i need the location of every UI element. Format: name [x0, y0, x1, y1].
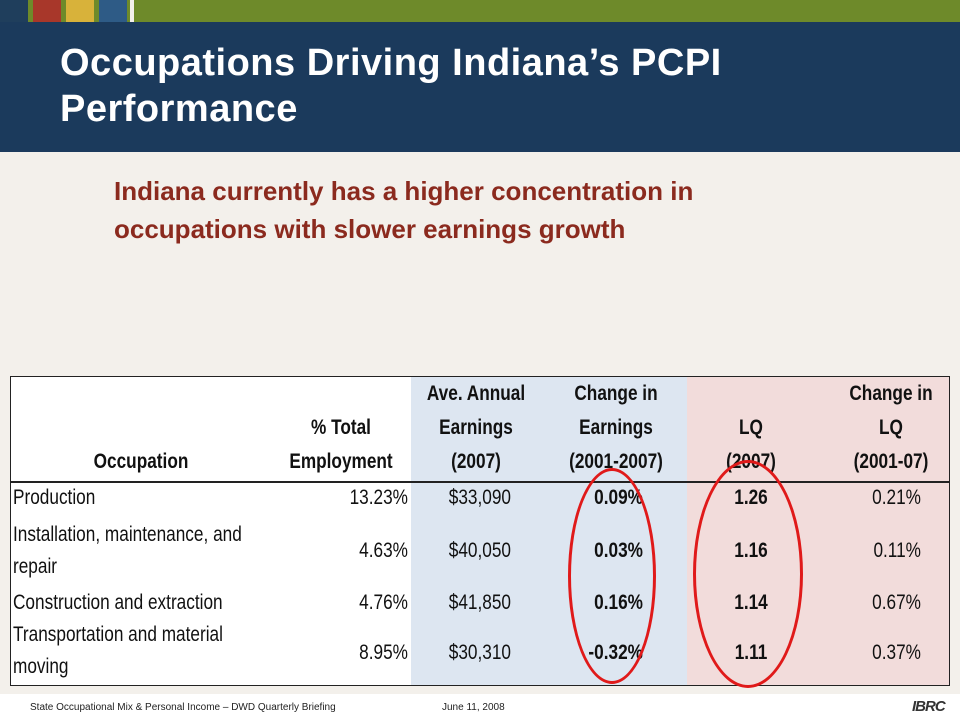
table-row-occupation: Construction and extraction	[13, 591, 223, 614]
decor-square-gold	[66, 0, 94, 22]
header-lq-line2: (2007)	[726, 450, 776, 473]
header-divider	[11, 481, 949, 483]
header-occupation: Occupation	[67, 445, 215, 479]
header-chg-earn-line3: (2001-2007)	[569, 450, 663, 473]
header-pct-line1: % Total	[311, 416, 371, 439]
occupation-line2: moving	[13, 655, 69, 678]
table-row-chg-lq: 0.67%	[872, 591, 921, 614]
header-chg-lq-line3: (2001-07)	[853, 450, 929, 473]
strip-divider	[130, 0, 134, 22]
table-row-chg-lq: 0.11%	[873, 539, 921, 562]
table-row-lq: 1.26	[734, 486, 768, 509]
header-change-lq: Change in LQ (2001-07)	[830, 377, 953, 479]
occupation-table: Occupation % Total Employment Ave. Annua…	[10, 376, 950, 686]
decor-square-red	[33, 0, 61, 22]
table-row-occupation: Production	[13, 486, 96, 509]
slide-subtitle: Indiana currently has a higher concentra…	[114, 172, 894, 248]
header-earnings-line2: Earnings	[439, 416, 513, 439]
table-row-earnings: $30,310	[448, 641, 511, 664]
decor-square-navy	[0, 0, 28, 22]
occupation-line1: Installation, maintenance, and	[13, 523, 242, 546]
occupation-line2: repair	[13, 555, 58, 578]
table-row-chg-lq: 0.21%	[872, 486, 921, 509]
subtitle-line1: Indiana currently has a higher concentra…	[114, 176, 694, 206]
header-lq: LQ (2007)	[702, 411, 800, 479]
decor-square-blue	[99, 0, 127, 22]
table-row-lq: 1.11	[734, 641, 768, 664]
table-row-lq: 1.16	[734, 539, 768, 562]
top-color-strip	[0, 0, 960, 22]
header-earnings: Ave. Annual Earnings (2007)	[415, 377, 538, 479]
table-row-pct: 4.63%	[359, 539, 408, 562]
table-row-earnings: $40,050	[448, 539, 511, 562]
table-row-lq: 1.14	[734, 591, 768, 614]
slide-title-line2: Performance	[60, 88, 298, 130]
table-row-pct: 8.95%	[359, 641, 408, 664]
table-row-chg-earnings: 0.09%	[594, 486, 643, 509]
occupation-line1: Transportation and material	[13, 623, 223, 646]
footer-briefing-text: State Occupational Mix & Personal Income…	[30, 702, 336, 713]
title-band	[0, 22, 960, 152]
table-row-chg-earnings: -0.32%	[588, 641, 643, 664]
table-row-pct: 13.23%	[349, 486, 408, 509]
table-row-chg-earnings: 0.03%	[594, 539, 643, 562]
table-row-occupation: Installation, maintenance, and repair	[13, 519, 242, 583]
header-chg-earn-line1: Change in	[574, 382, 658, 405]
slide-title: Occupations Driving Indiana’s PCPI Perfo…	[60, 40, 920, 132]
header-earnings-line3: (2007)	[451, 450, 501, 473]
header-change-earnings: Change in Earnings (2001-2007)	[550, 377, 681, 479]
header-occupation-line: Occupation	[93, 450, 189, 473]
header-chg-lq-line2: LQ	[879, 416, 903, 439]
subtitle-line2: occupations with slower earnings growth	[114, 214, 626, 244]
table-row-chg-earnings: 0.16%	[594, 591, 643, 614]
header-chg-lq-line1: Change in	[849, 382, 933, 405]
lq-column-shading	[687, 377, 949, 685]
table-row-earnings: $41,850	[448, 591, 511, 614]
footer-bar	[0, 694, 960, 720]
table-row-chg-lq: 0.37%	[872, 641, 921, 664]
slide-title-line1: Occupations Driving Indiana’s PCPI	[60, 42, 722, 84]
ibrc-logo: IBRC	[912, 698, 946, 715]
header-pct-line2: Employment	[289, 450, 393, 473]
earnings-column-shading	[411, 377, 687, 685]
footer-date: June 11, 2008	[442, 702, 505, 713]
header-lq-line1: LQ	[739, 416, 763, 439]
table-row-earnings: $33,090	[448, 486, 511, 509]
header-chg-earn-line2: Earnings	[579, 416, 653, 439]
table-row-pct: 4.76%	[359, 591, 408, 614]
table-row-occupation: Transportation and material moving	[13, 619, 223, 683]
header-earnings-line1: Ave. Annual	[426, 382, 526, 405]
header-pct-employment: % Total Employment	[275, 411, 406, 479]
